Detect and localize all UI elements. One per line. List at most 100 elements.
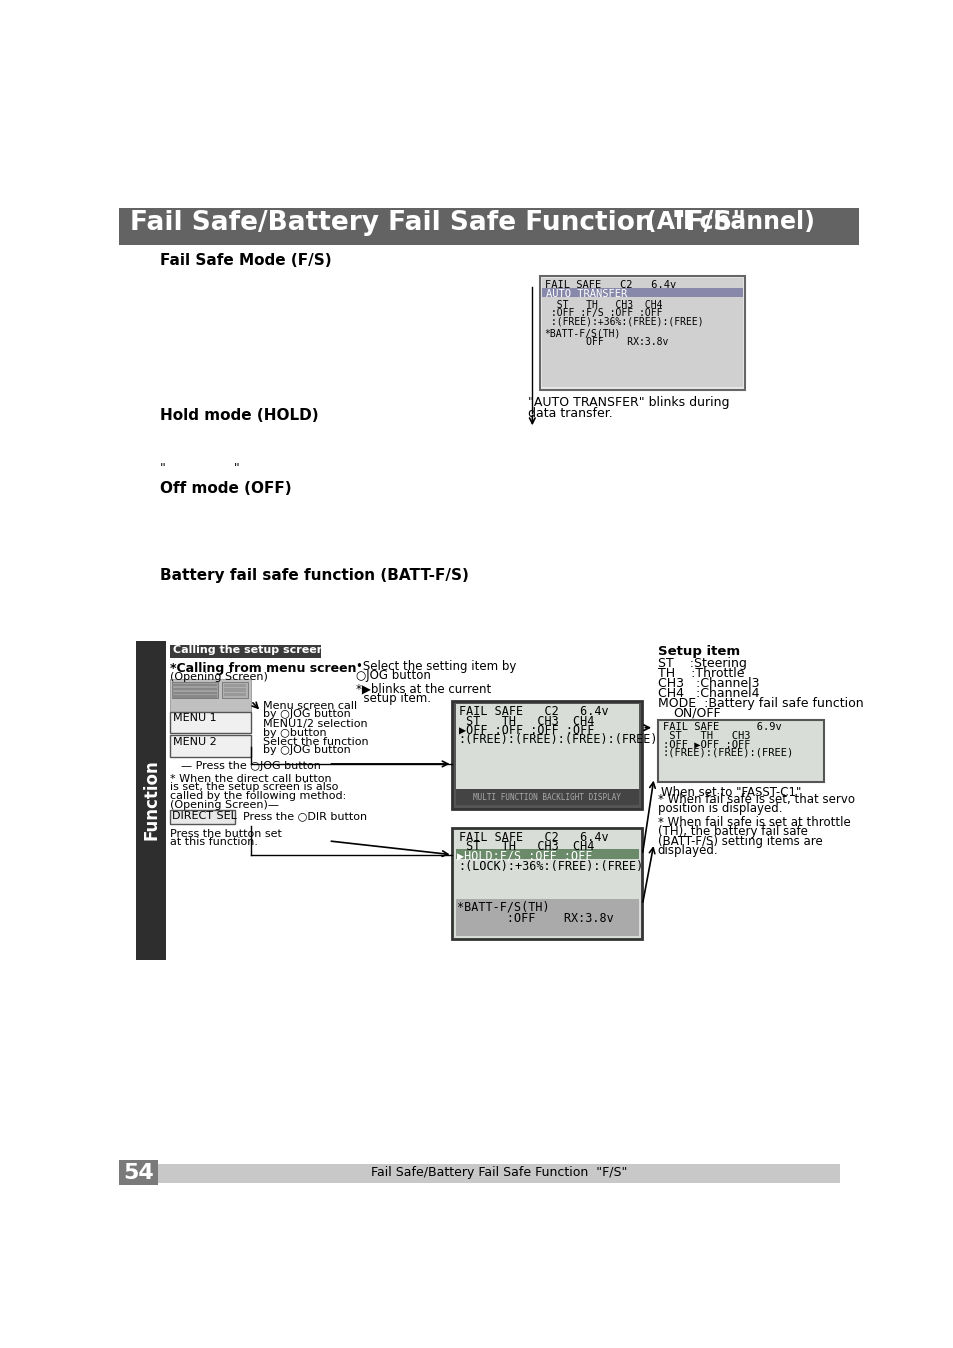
Text: Fail Safe/Battery Fail Safe Function  "F/S": Fail Safe/Battery Fail Safe Function "F/… [371, 1166, 626, 1180]
Text: MENU 2: MENU 2 [173, 737, 217, 747]
Text: Battery fail safe function (BATT-F/S): Battery fail safe function (BATT-F/S) [159, 569, 468, 584]
Bar [172, 692, 216, 694]
Bar [222, 682, 248, 698]
Text: When set to "FASST-C1": When set to "FASST-C1" [660, 786, 801, 799]
Bar [542, 288, 742, 298]
Text: position is displayed.: position is displayed. [658, 802, 781, 816]
Bar [224, 693, 246, 696]
Text: ST   TH   CH3  CH4: ST TH CH3 CH4 [458, 714, 594, 728]
Text: :OFF ▶OFF :OFF: :OFF ▶OFF :OFF [661, 739, 749, 749]
Text: data transfer.: data transfer. [528, 407, 613, 419]
Text: MENU1/2 selection: MENU1/2 selection [262, 720, 367, 729]
Text: ST   TH   CH3: ST TH CH3 [661, 731, 749, 741]
Bar [542, 278, 742, 387]
Bar [452, 828, 641, 940]
Text: Fail Safe/Battery Fail Safe Function  "F/S": Fail Safe/Battery Fail Safe Function "F/… [130, 209, 745, 236]
Text: ▶HOLD:F/S :OFF :OFF: ▶HOLD:F/S :OFF :OFF [456, 849, 592, 863]
Text: :OFF :F/S :OFF :OFF: :OFF :F/S :OFF :OFF [544, 309, 661, 318]
Text: •Select the setting item by: •Select the setting item by [355, 661, 516, 673]
Bar [224, 683, 246, 687]
Text: * When fail safe is set, that servo: * When fail safe is set, that servo [658, 793, 854, 806]
Bar [119, 208, 858, 245]
Text: Calling the setup screen: Calling the setup screen [173, 646, 325, 655]
Text: :(LOCK):+36%:(FREE):(FREE): :(LOCK):+36%:(FREE):(FREE) [458, 860, 643, 874]
Text: "AUTO TRANSFER" blinks during: "AUTO TRANSFER" blinks during [528, 396, 729, 408]
Text: CH3   :Channel3: CH3 :Channel3 [658, 677, 759, 690]
Text: * When fail safe is set at throttle: * When fail safe is set at throttle [658, 817, 850, 829]
Text: FAIL SAFE   C2   6.4v: FAIL SAFE C2 6.4v [458, 830, 608, 844]
Bar [172, 687, 216, 690]
Text: Setup item: Setup item [658, 644, 740, 658]
Bar [170, 736, 251, 758]
Text: (Opening Screen)—: (Opening Screen)— [170, 801, 278, 810]
Text: setup item.: setup item. [355, 692, 430, 705]
Text: Press the button set: Press the button set [170, 829, 281, 838]
Bar [456, 849, 639, 860]
Text: "                 ": " " [159, 462, 239, 474]
Text: by ○button: by ○button [262, 728, 326, 737]
Text: MULTI FUNCTION BACKLIGHT DISPLAY: MULTI FUNCTION BACKLIGHT DISPLAY [473, 793, 620, 802]
Text: MODE  :Battery fail safe function: MODE :Battery fail safe function [658, 697, 862, 710]
Bar [658, 720, 823, 782]
Text: at this function.: at this function. [170, 837, 257, 847]
Text: Press the ○DIR button: Press the ○DIR button [243, 811, 367, 821]
Text: CH4   :Channel4: CH4 :Channel4 [658, 687, 759, 700]
Bar [456, 704, 639, 793]
Text: ○JOG button: ○JOG button [355, 669, 430, 682]
Text: *BATT-F/S(TH): *BATT-F/S(TH) [544, 328, 620, 338]
Bar [456, 899, 639, 936]
Text: FAIL SAFE   C2   6.4v: FAIL SAFE C2 6.4v [458, 705, 608, 717]
Text: Select the function: Select the function [262, 737, 368, 747]
Text: DIRECT SEL: DIRECT SEL [172, 811, 236, 821]
Text: ON/OFF: ON/OFF [673, 706, 720, 720]
Text: AUTO TRANSFER: AUTO TRANSFER [546, 288, 627, 299]
Text: MENU 1: MENU 1 [173, 713, 217, 723]
Text: (All channel): (All channel) [645, 209, 814, 233]
Text: :(FREE):(FREE):(FREE): :(FREE):(FREE):(FREE) [661, 748, 793, 758]
Bar [170, 679, 251, 721]
Text: * When the direct call button: * When the direct call button [170, 774, 331, 785]
Bar [456, 790, 639, 806]
Text: 54: 54 [123, 1163, 153, 1182]
Text: *▶blinks at the current: *▶blinks at the current [355, 682, 491, 696]
Text: FAIL SAFE   C2   6.4v: FAIL SAFE C2 6.4v [544, 279, 676, 290]
Text: — Press the ○JOG button: — Press the ○JOG button [181, 760, 321, 771]
Bar [172, 682, 218, 698]
Bar [172, 683, 216, 686]
Text: by ○JOG button: by ○JOG button [262, 709, 350, 720]
Text: Hold mode (HOLD): Hold mode (HOLD) [159, 408, 318, 423]
Bar [170, 810, 235, 824]
Text: *BATT-F/S(TH): *BATT-F/S(TH) [456, 900, 549, 914]
Text: Function: Function [142, 760, 160, 840]
Bar [170, 712, 251, 733]
Bar [452, 701, 641, 809]
Bar [172, 696, 216, 698]
Text: Off mode (OFF): Off mode (OFF) [159, 481, 291, 496]
Text: FAIL SAFE      6.9v: FAIL SAFE 6.9v [661, 723, 781, 732]
Bar [119, 1161, 858, 1185]
Text: Fail Safe Mode (F/S): Fail Safe Mode (F/S) [159, 252, 331, 268]
Bar [539, 276, 744, 390]
Text: *Calling from menu screen: *Calling from menu screen [170, 662, 355, 675]
Bar [170, 644, 320, 658]
Text: :(FREE):+36%:(FREE):(FREE): :(FREE):+36%:(FREE):(FREE) [544, 317, 702, 326]
Text: :(FREE):(FREE):(FREE):(FREE): :(FREE):(FREE):(FREE):(FREE) [458, 733, 658, 745]
Bar [136, 640, 166, 960]
Text: TH    :Throttle: TH :Throttle [658, 667, 743, 679]
Bar [119, 1161, 158, 1185]
Text: (BATT-F/S) setting items are: (BATT-F/S) setting items are [658, 834, 821, 848]
Text: ST   TH   CH3  CH4: ST TH CH3 CH4 [458, 840, 594, 853]
Bar [224, 689, 246, 692]
Bar [158, 1165, 840, 1182]
Text: (TH), the battery fail safe: (TH), the battery fail safe [658, 825, 807, 838]
Text: ST    :Steering: ST :Steering [658, 656, 746, 670]
Text: by ○JOG button: by ○JOG button [262, 745, 350, 755]
Text: OFF    RX:3.8v: OFF RX:3.8v [544, 337, 667, 346]
Text: ▶OFF :OFF :OFF :OFF: ▶OFF :OFF :OFF :OFF [458, 724, 594, 737]
Text: Menu screen call: Menu screen call [262, 701, 356, 710]
Text: displayed.: displayed. [658, 844, 718, 857]
Text: ST   TH   CH3  CH4: ST TH CH3 CH4 [544, 299, 661, 310]
Text: is set, the setup screen is also: is set, the setup screen is also [170, 782, 337, 793]
Text: called by the following method:: called by the following method: [170, 791, 346, 801]
Text: :OFF    RX:3.8v: :OFF RX:3.8v [456, 911, 614, 925]
